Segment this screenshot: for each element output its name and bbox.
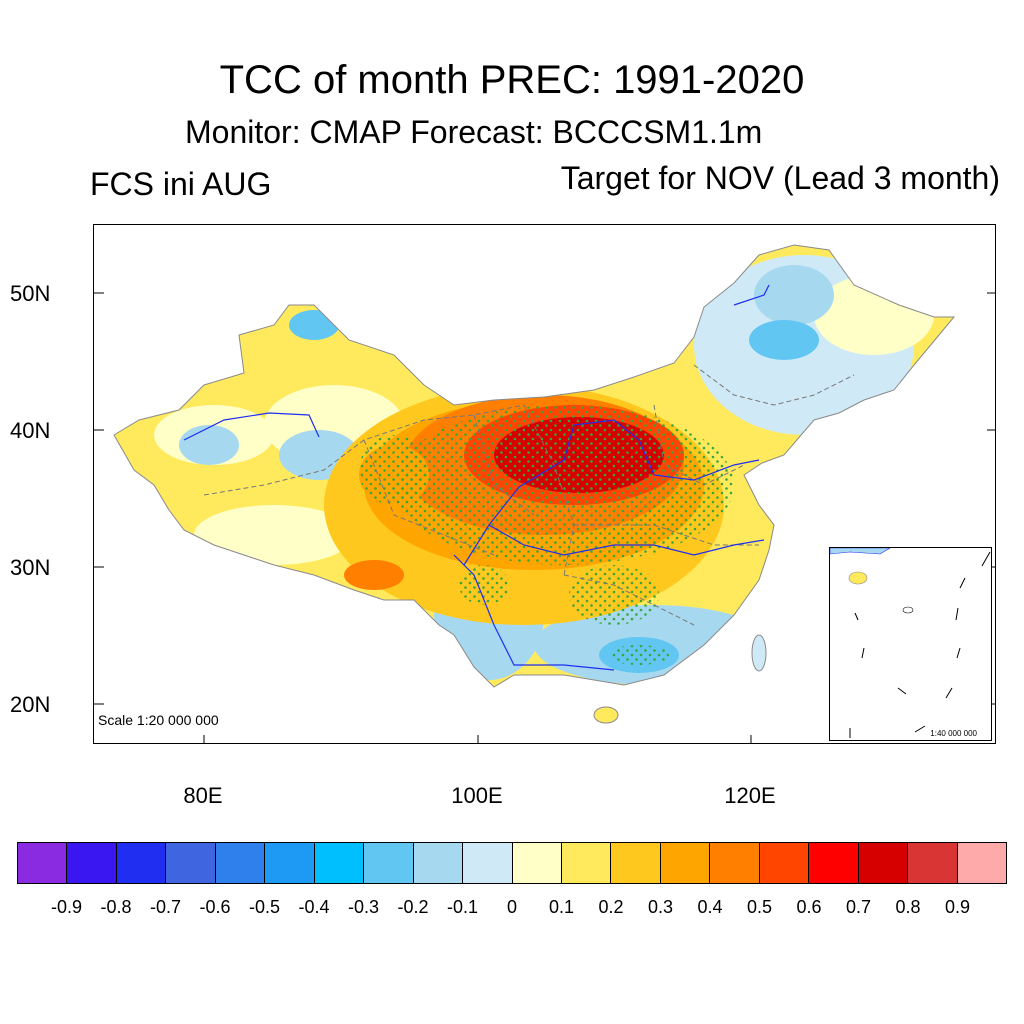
- colorbar-swatch: [512, 843, 562, 883]
- y-tick-label: 30N: [10, 555, 51, 580]
- colorbar-label: -0.5: [248, 897, 281, 917]
- map-scale-label: Scale 1:20 000 000: [98, 712, 219, 728]
- hainan-island: [593, 706, 619, 724]
- colorbar-swatch: [858, 843, 909, 883]
- china-map: [94, 244, 995, 743]
- y-tick-label: 40N: [10, 418, 51, 443]
- colorbar-swatch: [660, 843, 711, 883]
- colorbar-swatch: [611, 843, 661, 883]
- south-china-sea-inset: 1:40 000 000: [829, 547, 992, 741]
- colorbar-swatch: [116, 843, 167, 883]
- initialization-label: FCS ini AUG: [90, 166, 272, 202]
- colorbar-label: -0.3: [347, 897, 380, 917]
- inset-map: [829, 547, 991, 738]
- colorbar-swatch: [314, 843, 365, 883]
- colorbar-swatch: [759, 843, 810, 883]
- colorbar-swatch: [561, 843, 612, 883]
- chart-subtitle: Monitor: CMAP Forecast: BCCCSM1.1m: [185, 114, 763, 150]
- colorbar-swatch: [710, 843, 760, 883]
- rivers: [183, 284, 770, 671]
- axis-ticks: [94, 292, 995, 743]
- y-tick-label: 50N: [10, 281, 51, 306]
- colorbar-label: 0.2: [598, 897, 624, 917]
- colorbar-swatch: [166, 843, 216, 883]
- colorbar-label: 0.3: [647, 897, 674, 917]
- x-tick-label: 100E: [451, 783, 503, 808]
- x-tick-label: 120E: [724, 783, 776, 808]
- colorbar-swatch: [215, 843, 266, 883]
- colorbar-label: -0.8: [100, 897, 132, 917]
- colorbar-label: 0.5: [746, 897, 773, 917]
- colorbar-label: 0.6: [796, 897, 822, 917]
- colorbar-swatch: [265, 843, 315, 883]
- inset-scale-label: 1:40 000 000: [930, 729, 977, 738]
- colorbar-label: -0.7: [149, 897, 182, 917]
- y-tick-label: 20N: [10, 692, 51, 717]
- x-tick-label: 80E: [183, 783, 223, 808]
- colorbar-label: -0.4: [298, 897, 330, 917]
- colorbar-label: -0.6: [199, 897, 231, 917]
- colorbar-swatch: [957, 843, 1007, 883]
- colorbar-swatch: [463, 843, 513, 883]
- colorbar-label: -0.1: [446, 897, 479, 917]
- province-boundaries: [203, 364, 855, 626]
- colorbar-swatch: [364, 843, 414, 883]
- colorbar-label: 0.4: [697, 897, 723, 917]
- colorbar-label: -0.2: [397, 897, 429, 917]
- colorbar-swatch: [67, 843, 117, 883]
- map-panel: [93, 224, 996, 744]
- colorbar-swatch: [18, 843, 68, 883]
- colorbar-label: -0.9: [50, 897, 83, 917]
- colorbar-swatch: [413, 843, 464, 883]
- china-outline: [113, 244, 956, 688]
- colorbar-label: 0.7: [845, 897, 872, 917]
- colorbar: [17, 842, 1007, 884]
- colorbar-label: 0: [506, 897, 518, 917]
- colorbar-label: 0.8: [895, 897, 921, 917]
- target-label: Target for NOV (Lead 3 month): [560, 160, 1000, 196]
- colorbar-swatch: [809, 843, 859, 883]
- colorbar-label: 0.9: [944, 897, 971, 917]
- chart-title: TCC of month PREC: 1991-2020: [219, 58, 805, 102]
- colorbar-label: 0.1: [548, 897, 575, 917]
- colorbar-swatch: [908, 843, 958, 883]
- taiwan-island: [751, 634, 767, 672]
